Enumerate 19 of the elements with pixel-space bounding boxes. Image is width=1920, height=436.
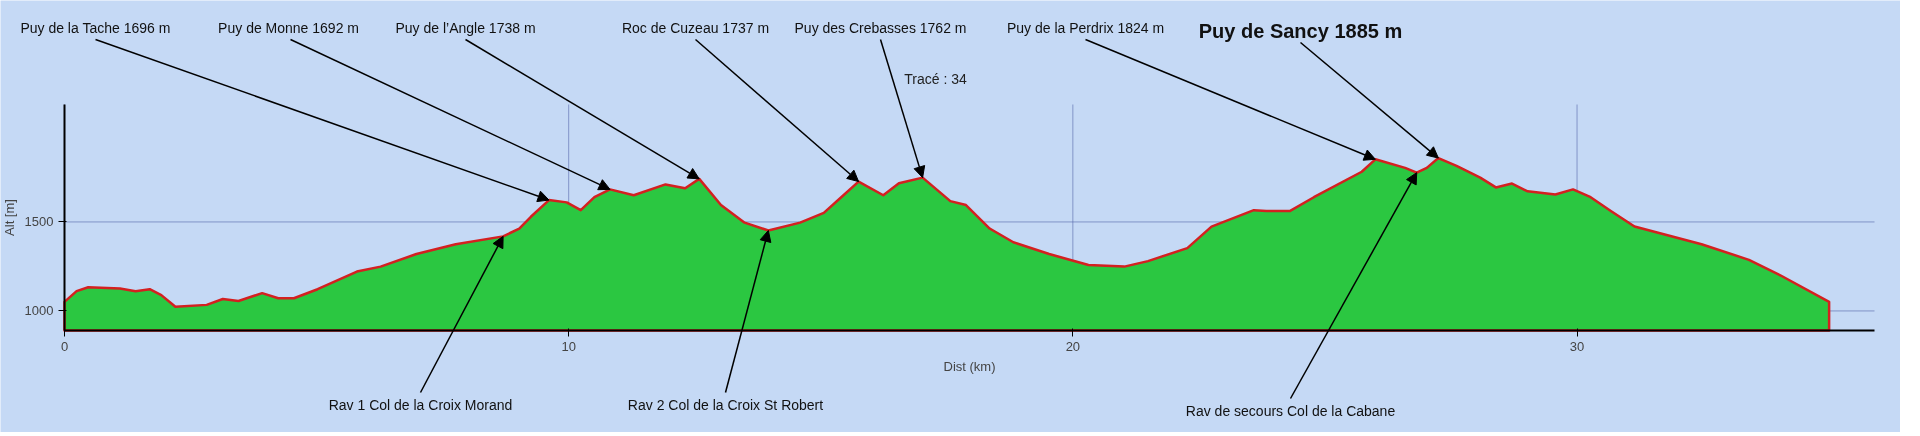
x-tick-label: 30 [1569, 338, 1585, 354]
x-tick-label: 0 [60, 338, 69, 354]
chart-title: Tracé : 34 [904, 70, 967, 87]
annotation: Rav de secours Col de la Cabane [1185, 402, 1396, 419]
annotation: Puy de Monne 1692 m [218, 19, 359, 36]
annotation: Puy de la Perdrix 1824 m [1006, 19, 1165, 36]
annotation: Puy des Crebasses 1762 m [794, 19, 967, 36]
y-axis-title: Alt [m] [1, 199, 17, 236]
annotation: Puy de l’Angle 1738 m [395, 19, 536, 36]
annotation: Puy de Sancy 1885 m [1198, 19, 1403, 42]
annotation: Rav 2 Col de la Croix St Robert [627, 396, 824, 413]
x-tick-label: 20 [1065, 338, 1081, 354]
y-tick-label: 1000 [24, 303, 54, 319]
annotation: Roc de Cuzeau 1737 m [621, 19, 770, 36]
y-tick-label: 1500 [24, 214, 54, 230]
annotation: Rav 1 Col de la Croix Morand [328, 396, 513, 413]
annotation: Puy de la Tache 1696 m [20, 19, 171, 36]
x-axis-title: Dist (km) [943, 358, 996, 374]
x-tick-label: 10 [561, 338, 576, 354]
